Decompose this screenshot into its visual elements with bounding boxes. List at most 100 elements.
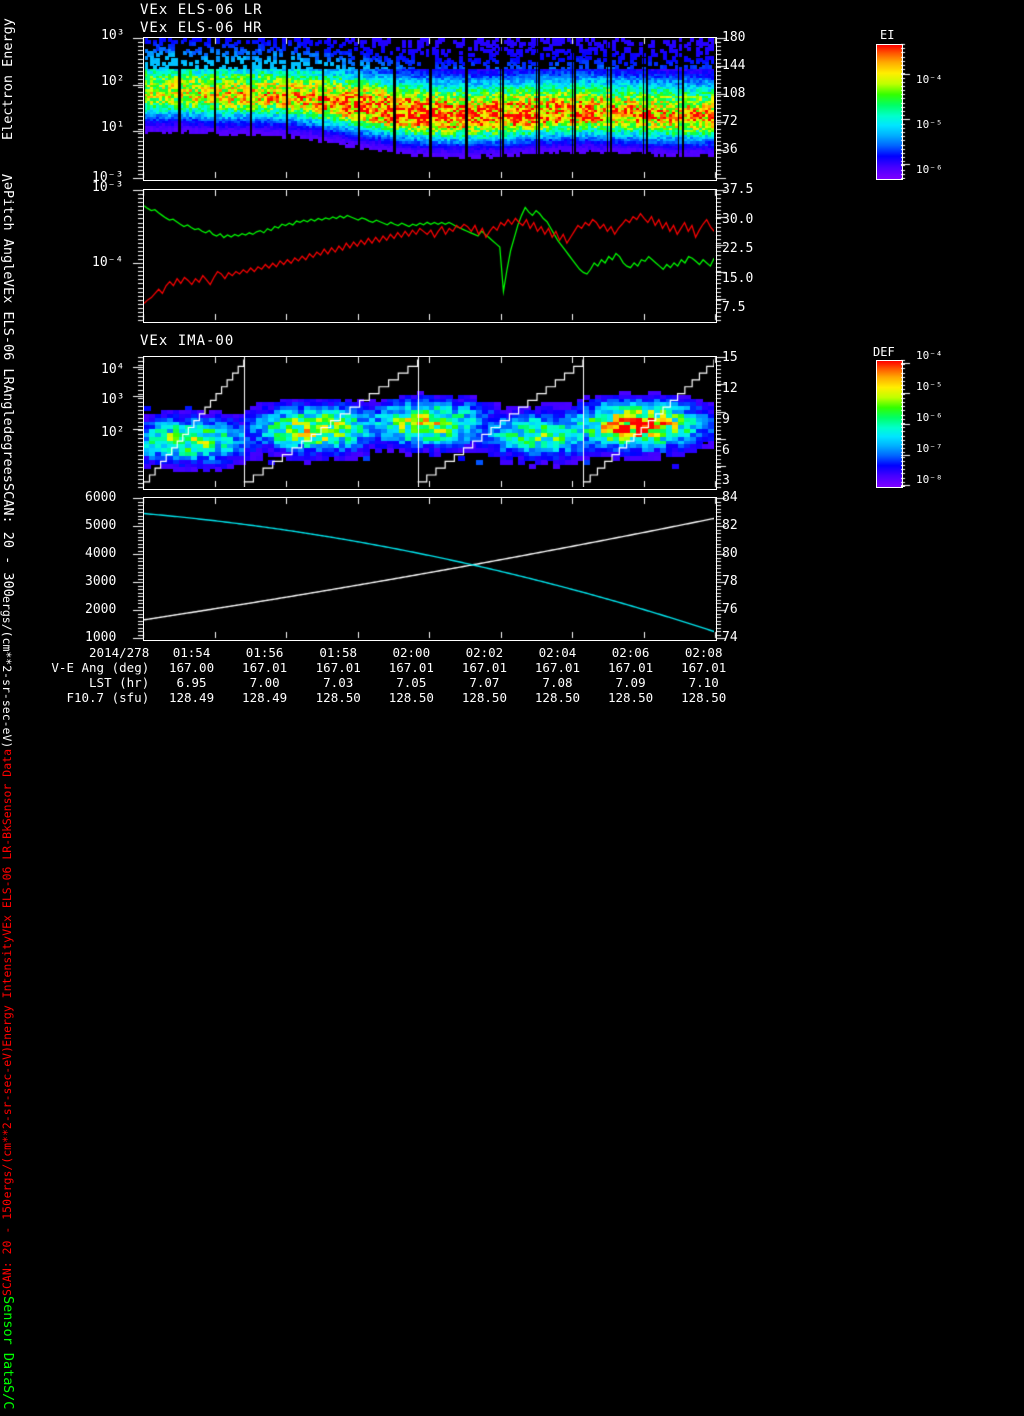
panel1-right-label-angle: Angle	[0, 385, 16, 426]
panel2-rtick-75: 7.5	[722, 300, 746, 315]
panel3-rtick-6: 6	[722, 443, 730, 458]
panel2-rtick-225: 22.5	[722, 241, 754, 256]
panel1-left-axis-label: Electron Energy	[0, 18, 16, 140]
table-row-ve-ang: V-E Ang (deg) 167.00 167.01 167.01 167.0…	[0, 660, 740, 675]
footer-date-label: 2014/278	[89, 645, 150, 660]
footer-row-label-f107: F10.7 (sfu)	[66, 690, 150, 705]
panel2-left-label-instrument: VEx ELS-06 LR-Bk	[0, 824, 14, 936]
panel3-rtick-9: 9	[722, 412, 730, 427]
panel2-ytick-1em4: 10⁻⁴	[92, 255, 124, 270]
panel2-right-label-sc-b: S/C B	[0, 1385, 16, 1416]
footer-ve-ang-1: 167.01	[242, 660, 288, 675]
footer-ve-ang-6: 167.01	[607, 660, 654, 675]
panel1-right-label-degrees: degrees	[0, 425, 16, 483]
panel2-left-label-sensor-data: Sensor Data	[0, 748, 14, 825]
panel2-rtick-300: 30.0	[722, 212, 754, 227]
footer-row-label-lst: LST (hr)	[89, 675, 150, 690]
panel3-rtick-12: 12	[722, 381, 738, 396]
panel3-cb-tick-1em6: 10⁻⁶	[916, 411, 943, 424]
footer-f107-4: 128.50	[461, 690, 507, 705]
panel2-plot-area	[143, 189, 717, 323]
panel2-rtick-375: 37.5	[722, 182, 754, 197]
footer-ve-ang-3: 167.01	[388, 660, 434, 675]
panel3-cb-tick-1em8: 10⁻⁸	[916, 473, 943, 486]
panel3-plot-area	[143, 356, 717, 490]
panel4-rtick-84: 84	[722, 490, 738, 505]
footer-time-1: 01:56	[245, 645, 284, 660]
footer-lst-6: 7.09	[615, 675, 646, 690]
panel3-cb-tick-1em4: 10⁻⁴	[916, 349, 943, 362]
panel2-left-label-units: ergs/(cm**2-sr-sec-eV)	[0, 1046, 14, 1199]
footer-f107-1: 128.49	[242, 690, 288, 705]
panel1-rtick-72: 72	[722, 114, 738, 129]
panel3-spectrogram-canvas	[144, 357, 714, 487]
panel1-right-label-instrument: VEx ELS-06 LR	[0, 279, 16, 386]
panel3-rtick-3: 3	[722, 473, 730, 488]
panel1-cb-tick-1em5: 10⁻⁵	[916, 118, 943, 131]
table-row-lst: LST (hr) 6.95 7.00 7.03 7.05 7.07 7.08 7…	[0, 675, 740, 690]
panel4-ytick-6000: 6000	[85, 490, 117, 505]
footer-time-6: 02:06	[611, 645, 650, 660]
table-row-f107: F10.7 (sfu) 128.49 128.49 128.50 128.50 …	[0, 690, 740, 705]
footer-f107-3: 128.50	[388, 690, 434, 705]
panel1-left-axis-unit: eV	[0, 173, 16, 190]
panel1-rtick-36: 36	[722, 142, 738, 157]
footer-lst-4: 7.07	[469, 675, 500, 690]
panel1-title-lr: VEx ELS-06 LR	[140, 2, 263, 18]
table-row-time: 2014/278 01:54 01:56 01:58 02:00 02:02 0…	[0, 645, 740, 660]
footer-time-0: 01:54	[172, 645, 211, 660]
panel2-right-label-sensor-data: Sensor Data	[0, 1295, 16, 1386]
panel4-rtick-78: 78	[722, 574, 738, 589]
panel3-ytick-1e2: 10²	[101, 425, 125, 440]
panel1-cb-tick-1em4: 10⁻⁴	[916, 73, 943, 86]
panel4-plot-area	[143, 497, 717, 641]
panel1-rtick-144: 144	[722, 58, 746, 73]
panel4-ytick-1000: 1000	[85, 630, 117, 645]
footer-f107-7: 128.50	[681, 690, 727, 705]
panel1-title-hr: VEx ELS-06 HR	[140, 20, 263, 36]
panel4-rtick-80: 80	[722, 546, 738, 561]
panel4-ytick-4000: 4000	[85, 546, 117, 561]
panel1-cb-tick-1em6: 10⁻⁶	[916, 163, 943, 176]
panel3-colorbar-name: DEF	[873, 345, 895, 359]
footer-time-4: 02:02	[465, 645, 504, 660]
footer-time-2: 01:58	[319, 645, 358, 660]
panel4-rtick-76: 76	[722, 602, 738, 617]
panel3-colorbar	[876, 360, 903, 488]
footer-time-7: 02:08	[684, 645, 723, 660]
footer-f107-6: 128.50	[607, 690, 654, 705]
footer-lst-3: 7.05	[396, 675, 427, 690]
panel4-rtick-74: 74	[722, 630, 738, 645]
footer-row-label-ve-ang: V-E Ang (deg)	[51, 660, 150, 675]
panel3-colorbar-ticks	[901, 359, 915, 487]
panel4-ytick-3000: 3000	[85, 574, 117, 589]
footer-ve-ang-7: 167.01	[681, 660, 727, 675]
panel2-ytick-1em3: 10⁻³	[92, 180, 124, 195]
panel1-right-label-scan: SCAN: 20 - 300	[0, 482, 16, 597]
footer-ve-ang-5: 167.01	[534, 660, 581, 675]
footer-f107-2: 128.50	[315, 690, 361, 705]
panel2-left-label-quantity: Energy Intensity	[0, 935, 14, 1047]
panel1-colorbar-ticks	[901, 43, 915, 179]
panel4-ytick-5000: 5000	[85, 518, 117, 533]
footer-lst-5: 7.08	[542, 675, 573, 690]
footer-lst-2: 7.03	[323, 675, 354, 690]
panel3-cb-tick-1em7: 10⁻⁷	[916, 442, 943, 455]
footer-time-5: 02:04	[538, 645, 577, 660]
footer-time-3: 02:00	[392, 645, 431, 660]
panel1-ytick-1e1: 10¹	[101, 120, 125, 135]
panel2-rtick-150: 15.0	[722, 271, 754, 286]
panel2-line-canvas	[144, 190, 714, 320]
footer-f107-0: 128.49	[168, 690, 215, 705]
panel3-ytick-1e3: 10³	[101, 392, 125, 407]
footer-ve-ang-0: 167.00	[168, 660, 215, 675]
panel4-ytick-2000: 2000	[85, 602, 117, 617]
panel4-rtick-82: 82	[722, 518, 738, 533]
panel1-colorbar	[876, 44, 903, 180]
panel1-rtick-108: 108	[722, 86, 746, 101]
panel4-line-canvas	[144, 498, 714, 638]
panel3-rtick-15: 15	[722, 350, 738, 365]
panel1-ytick-1e3: 10³	[101, 28, 125, 43]
footer-f107-5: 128.50	[534, 690, 581, 705]
